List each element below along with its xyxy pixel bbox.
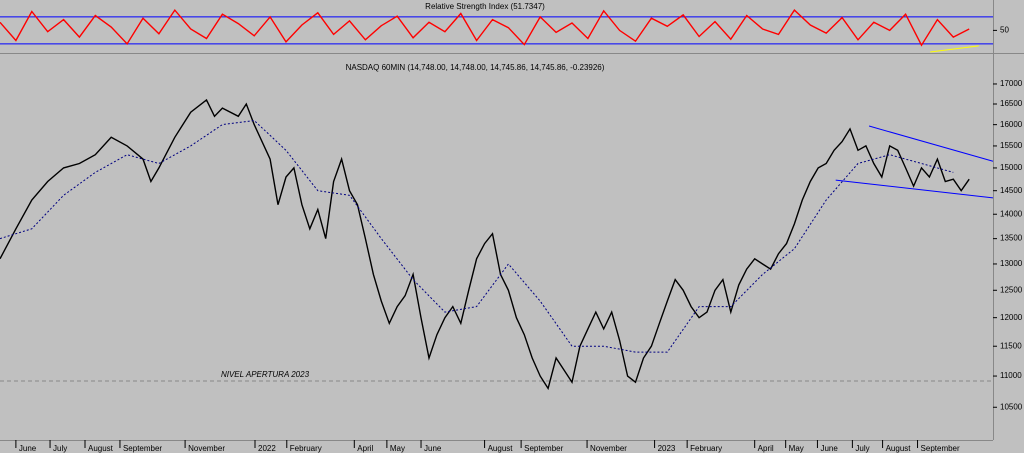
x-tick-label: September bbox=[524, 444, 563, 453]
annotation: NIVEL APERTURA 2023 bbox=[221, 370, 310, 379]
y-tick-label: 14500 bbox=[1000, 186, 1023, 195]
x-tick-label: September bbox=[123, 444, 162, 453]
y-tick-label: 11000 bbox=[1000, 371, 1022, 380]
y-tick-label: 13000 bbox=[1000, 259, 1023, 268]
x-tick-label: May bbox=[789, 444, 804, 453]
series-line bbox=[0, 119, 954, 353]
x-tick-label: August bbox=[88, 444, 114, 453]
x-tick-label: November bbox=[590, 444, 627, 453]
y-tick-label: 15000 bbox=[1000, 163, 1023, 172]
y-tick-label: 17000 bbox=[1000, 79, 1023, 88]
rsi-title: Relative Strength Index (51.7347) bbox=[425, 2, 545, 11]
series-line bbox=[0, 8, 970, 47]
x-tick-label: 2023 bbox=[658, 444, 676, 453]
y-tick-label: 50 bbox=[1000, 25, 1009, 34]
x-tick-label: August bbox=[488, 444, 514, 453]
y-tick-label: 13500 bbox=[1000, 234, 1023, 243]
y-tick-label: 11500 bbox=[1000, 341, 1022, 350]
y-tick-label: 10500 bbox=[1000, 402, 1023, 411]
x-tick-label: April bbox=[357, 444, 373, 453]
x-tick-label: June bbox=[424, 444, 442, 453]
price-title: NASDAQ 60MIN (14,748.00, 14,748.00, 14,7… bbox=[346, 63, 605, 72]
x-tick-label: July bbox=[53, 444, 67, 453]
x-tick-label: September bbox=[921, 444, 960, 453]
x-tick-label: 2022 bbox=[258, 444, 276, 453]
x-tick-label: June bbox=[820, 444, 838, 453]
y-tick-label: 15500 bbox=[1000, 141, 1023, 150]
x-tick-label: May bbox=[390, 444, 405, 453]
y-tick-label: 16000 bbox=[1000, 120, 1023, 129]
y-tick-label: 12000 bbox=[1000, 313, 1023, 322]
x-tick-label: April bbox=[758, 444, 774, 453]
x-tick-label: August bbox=[886, 444, 912, 453]
x-tick-label: July bbox=[855, 444, 869, 453]
x-tick-label: June bbox=[19, 444, 37, 453]
x-tick-label: November bbox=[188, 444, 225, 453]
x-tick-label: February bbox=[690, 444, 722, 453]
y-tick-label: 14000 bbox=[1000, 209, 1023, 218]
trendline bbox=[868, 125, 994, 162]
y-tick-label: 16500 bbox=[1000, 99, 1023, 108]
x-tick-label: February bbox=[290, 444, 322, 453]
series-line bbox=[0, 98, 970, 391]
trendline bbox=[930, 45, 979, 53]
y-tick-label: 12500 bbox=[1000, 285, 1023, 294]
trendline bbox=[835, 179, 994, 199]
